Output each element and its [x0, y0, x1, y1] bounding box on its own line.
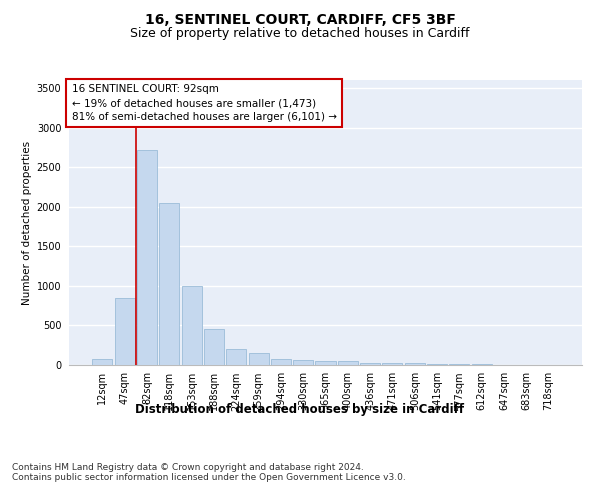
- Bar: [360, 362, 380, 365]
- Bar: [248, 352, 269, 365]
- Bar: [271, 358, 291, 365]
- Bar: [182, 286, 202, 365]
- Bar: [137, 150, 157, 365]
- Text: 16, SENTINEL COURT, CARDIFF, CF5 3BF: 16, SENTINEL COURT, CARDIFF, CF5 3BF: [145, 12, 455, 26]
- Bar: [316, 360, 335, 365]
- Text: 16 SENTINEL COURT: 92sqm
← 19% of detached houses are smaller (1,473)
81% of sem: 16 SENTINEL COURT: 92sqm ← 19% of detach…: [71, 84, 337, 122]
- Bar: [472, 364, 492, 365]
- Bar: [338, 362, 358, 365]
- Text: Contains HM Land Registry data © Crown copyright and database right 2024.
Contai: Contains HM Land Registry data © Crown c…: [12, 462, 406, 482]
- Bar: [204, 330, 224, 365]
- Bar: [159, 202, 179, 365]
- Y-axis label: Number of detached properties: Number of detached properties: [22, 140, 32, 304]
- Bar: [382, 363, 403, 365]
- Bar: [427, 364, 447, 365]
- Bar: [115, 298, 135, 365]
- Bar: [293, 360, 313, 365]
- Text: Size of property relative to detached houses in Cardiff: Size of property relative to detached ho…: [130, 28, 470, 40]
- Bar: [405, 364, 425, 365]
- Text: Distribution of detached houses by size in Cardiff: Distribution of detached houses by size …: [136, 402, 464, 415]
- Bar: [92, 359, 112, 365]
- Bar: [449, 364, 469, 365]
- Bar: [226, 349, 246, 365]
